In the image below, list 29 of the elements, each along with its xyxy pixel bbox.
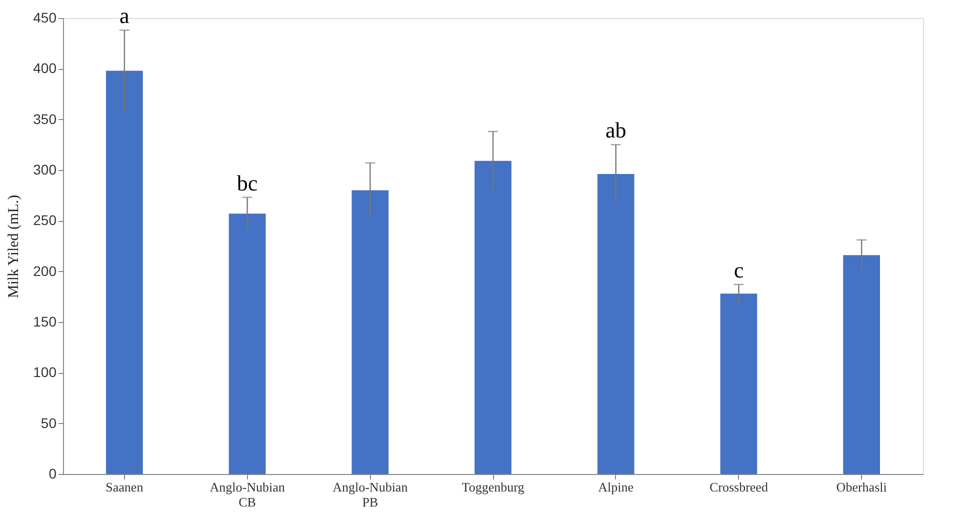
x-tick-label: Anglo-Nubian PB (332, 480, 408, 510)
y-tick-label: 0 (48, 466, 57, 482)
bar (720, 294, 758, 474)
annotation: ab (605, 118, 626, 143)
y-tick-label: 50 (40, 414, 57, 431)
annotation: bc (236, 170, 258, 196)
annotation: c (734, 258, 744, 283)
x-tick-label: Crossbreed (709, 480, 768, 494)
bar (228, 214, 266, 474)
annotation: a (120, 3, 130, 28)
bar (106, 70, 143, 474)
x-tick-label: Saanen (106, 480, 144, 494)
x-tick-label: Toggenburg (462, 480, 525, 494)
bar (474, 160, 512, 474)
bar (843, 255, 880, 474)
x-tick-label: Oberhasli (836, 480, 888, 494)
y-tick-label: 250 (33, 212, 57, 228)
y-tick-label: 100 (33, 364, 57, 380)
y-tick-label: 150 (33, 314, 57, 330)
x-tick-label: Anglo-Nubian CB (210, 480, 286, 510)
y-tick-label: 350 (33, 110, 57, 127)
y-tick-label: 300 (33, 162, 57, 178)
y-axis-title: Milk Yiled (mL.) (6, 194, 22, 298)
y-tick-label: 450 (33, 10, 57, 26)
y-tick-label: 400 (33, 60, 57, 76)
x-tick-label: Alpine (598, 480, 634, 494)
bar (597, 174, 634, 474)
bar (352, 190, 389, 474)
y-tick-label: 200 (33, 262, 57, 279)
